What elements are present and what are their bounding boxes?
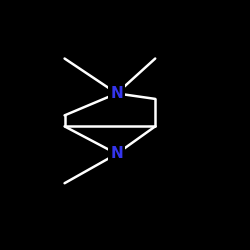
Text: N: N: [110, 86, 123, 101]
Text: N: N: [110, 146, 123, 161]
